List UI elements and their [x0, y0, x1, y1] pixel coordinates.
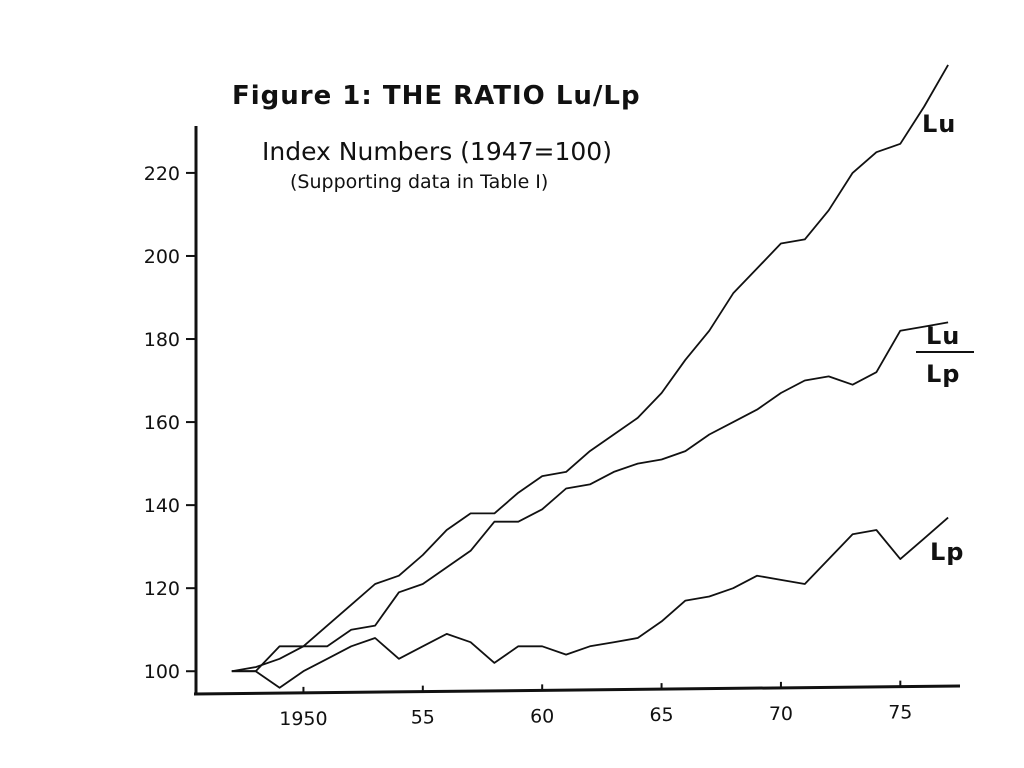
series-labels: Lu Lu Lp Lp	[916, 110, 974, 566]
chart-note: (Supporting data in Table I)	[290, 171, 548, 193]
chart-subtitle: Index Numbers (1947=100)	[262, 137, 612, 166]
x-tick-label: 65	[649, 704, 673, 726]
series-line-2	[231, 516, 949, 689]
y-tick-label: 180	[144, 329, 180, 351]
y-axis-ticks: 100 120 140 160 180 200 220	[144, 163, 196, 683]
series-line-0	[231, 64, 949, 673]
x-axis-line	[193, 684, 961, 696]
x-tick-label: 55	[411, 707, 435, 729]
series-label: Lu	[922, 110, 956, 138]
y-tick-label: 120	[144, 578, 180, 600]
x-tick-label: 70	[769, 703, 793, 725]
y-tick-label: 100	[144, 661, 180, 683]
y-tick-label: 140	[144, 495, 180, 517]
x-tick-label: 60	[530, 705, 554, 727]
axes	[193, 126, 961, 696]
series-label-numerator: Lu	[926, 322, 960, 350]
series-label-denominator: Lp	[926, 360, 960, 388]
series-line-1	[231, 321, 949, 673]
series-label: Lp	[930, 538, 964, 566]
x-axis-ticks: 1950 55 60 65 70 75	[279, 680, 912, 730]
y-tick-label: 200	[144, 246, 180, 268]
chart-title: Figure 1: THE RATIO Lu/Lp	[232, 81, 641, 111]
x-tick-label: 75	[888, 702, 912, 724]
x-tick-label: 1950	[279, 708, 327, 730]
y-tick-label: 220	[144, 163, 180, 185]
series-lines	[231, 64, 949, 689]
y-tick-label: 160	[144, 412, 180, 434]
